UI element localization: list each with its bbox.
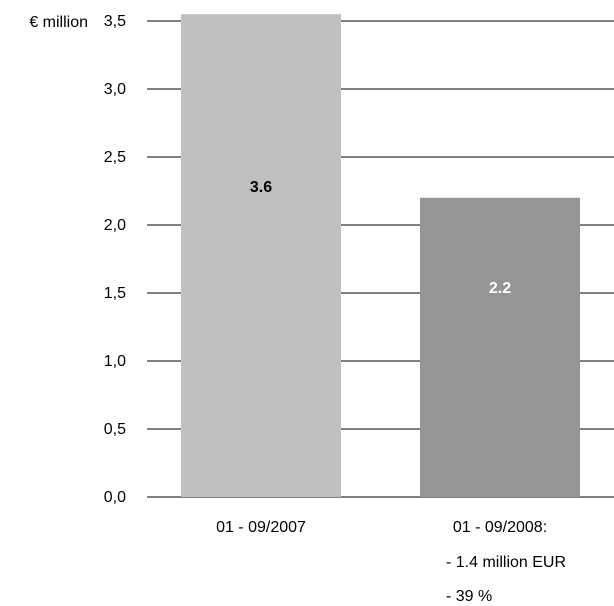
y-tick-label: 0,0 bbox=[104, 489, 126, 506]
y-tick-label: 3,5 bbox=[104, 13, 126, 30]
bar-data-label: 2.2 bbox=[489, 280, 511, 297]
category-note: - 1.4 million EUR bbox=[446, 554, 566, 571]
category-label: 01 - 09/2007 bbox=[216, 519, 306, 536]
category-note: - 39 % bbox=[446, 588, 492, 605]
y-tick-label: 2,5 bbox=[104, 149, 126, 166]
y-tick-label: 2,0 bbox=[104, 217, 126, 234]
y-tick-label: 1,5 bbox=[104, 285, 126, 302]
x-axis-categories: 01 - 09/2007 01 - 09/2008: - 1.4 million E… bbox=[216, 519, 566, 605]
bar bbox=[181, 14, 341, 497]
bars: 3.6 2.2 bbox=[181, 14, 580, 498]
bar-data-label: 3.6 bbox=[250, 179, 272, 196]
y-tick-label: 0,5 bbox=[104, 421, 126, 438]
y-tick-label: 3,0 bbox=[104, 81, 126, 98]
bar bbox=[420, 197, 580, 498]
y-tick-label: 1,0 bbox=[104, 353, 126, 370]
y-axis-unit-label: € million bbox=[29, 14, 88, 31]
category-label: 01 - 09/2008: bbox=[453, 519, 547, 536]
y-axis-ticks: 0,0 0,5 1,0 1,5 2,0 2,5 3,0 3,5 bbox=[104, 13, 126, 506]
